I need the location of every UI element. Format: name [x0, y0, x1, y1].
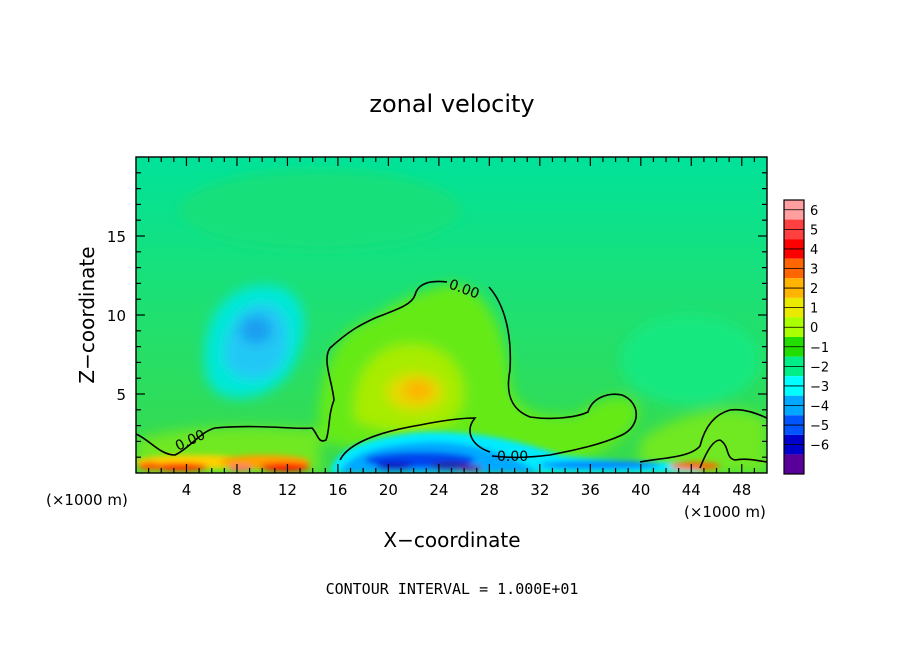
x-tick-label: 4 [182, 481, 192, 499]
colorbar-label: 0 [810, 321, 818, 336]
colorbar-label: 6 [810, 204, 818, 219]
y-tick-label: 15 [107, 228, 126, 246]
x-tick-label: 20 [379, 481, 398, 499]
x-unit-left: (×1000 m) [46, 491, 128, 509]
x-tick-label: 8 [232, 481, 242, 499]
heatmap-field [136, 157, 767, 473]
x-tick-label: 12 [278, 481, 297, 499]
x-tick-label: 40 [631, 481, 650, 499]
y-tick-label: 5 [116, 386, 126, 404]
zero-contours [136, 280, 767, 469]
x-tick-label: 48 [732, 481, 751, 499]
colorbar-label: 4 [810, 243, 818, 258]
x-tick-label: 44 [682, 481, 701, 499]
x-tick-label: 28 [480, 481, 499, 499]
colorbar-label: −4 [810, 400, 829, 415]
x-axis-label: X−coordinate [383, 528, 520, 552]
x-axis: 4 8 12 16 20 24 28 32 36 40 44 48 [148, 157, 755, 499]
colorbar-swatch [784, 454, 804, 474]
y-tick-label: 10 [107, 307, 126, 325]
x-tick-label: 32 [530, 481, 549, 499]
colorbar: 6 5 4 3 2 1 0 −1 −2 −3 −4 −5 −6 [783, 199, 829, 475]
x-unit-right: (×1000 m) [684, 503, 766, 521]
colorbar-label: 2 [810, 282, 818, 297]
contour-label: 0.00 [497, 449, 528, 465]
y-axis-label: Z−coordinate [75, 246, 99, 383]
colorbar-label: −3 [810, 380, 829, 395]
colorbar-label: 5 [810, 223, 818, 238]
colorbar-label: −6 [810, 439, 829, 454]
colorbar-label: 3 [810, 263, 818, 278]
colorbar-label: −1 [810, 341, 829, 356]
colorbar-label: −2 [810, 360, 829, 375]
x-tick-label: 16 [328, 481, 347, 499]
colorbar-frame [783, 199, 805, 475]
x-tick-label: 24 [429, 481, 448, 499]
chart-title: zonal velocity [369, 90, 534, 118]
contour-interval-note: CONTOUR INTERVAL = 1.000E+01 [326, 580, 579, 598]
colorbar-label: −5 [810, 419, 829, 434]
colorbar-label: 1 [810, 302, 818, 317]
y-axis: 5 10 15 [107, 172, 767, 458]
x-tick-label: 36 [581, 481, 600, 499]
